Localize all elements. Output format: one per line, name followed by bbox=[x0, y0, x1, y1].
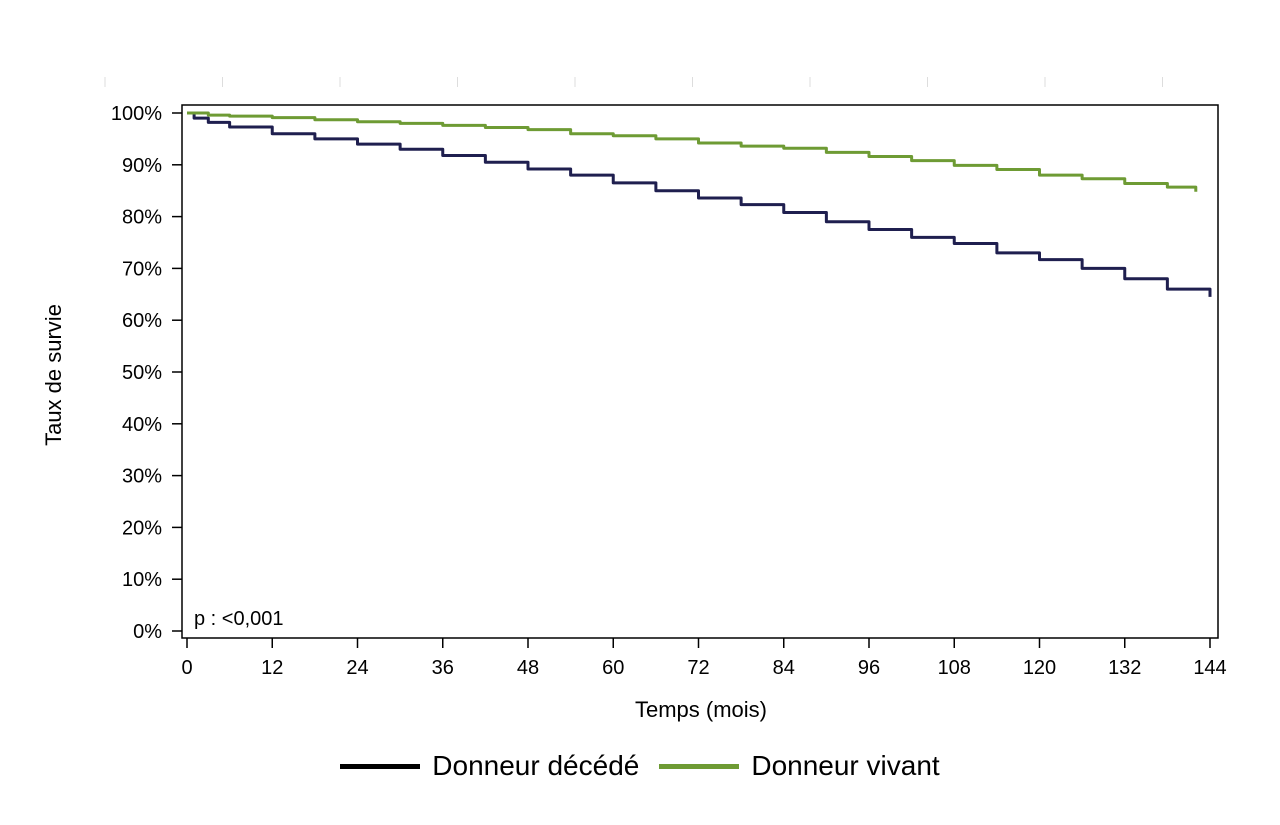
legend-swatch-donneur-decede bbox=[340, 763, 421, 769]
series-lines bbox=[187, 111, 1212, 297]
y-tick-label: 20% bbox=[122, 517, 162, 539]
series-line-donneur-vivant bbox=[187, 111, 1198, 192]
plot-frame bbox=[181, 104, 1219, 639]
x-tick-label: 72 bbox=[687, 657, 709, 679]
legend-label-donneur-decede: Donneur décédé bbox=[432, 750, 640, 781]
y-axis-title: Taux de survie bbox=[41, 304, 66, 446]
x-tick-label: 24 bbox=[346, 657, 368, 679]
y-tick-label: 100% bbox=[111, 103, 162, 125]
x-tick-label: 60 bbox=[602, 657, 624, 679]
x-tick-label: 0 bbox=[181, 657, 192, 679]
x-tick-label: 96 bbox=[858, 657, 880, 679]
y-tick-label: 60% bbox=[122, 310, 162, 332]
legend-item-donneur-decede: Donneur décédé bbox=[340, 750, 639, 782]
x-tick-label: 132 bbox=[1108, 657, 1141, 679]
x-tick-label: 12 bbox=[261, 657, 283, 679]
legend-label-donneur-vivant: Donneur vivant bbox=[751, 750, 940, 781]
y-tick-label: 10% bbox=[122, 569, 162, 591]
y-axis: 0% 10% 20% 30% 40% 50% 60% 70% 80% 90% 100% bbox=[111, 103, 182, 643]
x-axis-title: Temps (mois) bbox=[635, 697, 767, 722]
legend: Donneur décédé Donneur vivant bbox=[0, 750, 1280, 782]
x-tick-label: 144 bbox=[1193, 657, 1226, 679]
x-tick-label: 120 bbox=[1023, 657, 1056, 679]
y-tick-label: 0% bbox=[133, 621, 162, 643]
x-tick-label: 108 bbox=[938, 657, 971, 679]
x-tick-label: 48 bbox=[517, 657, 539, 679]
y-tick-label: 50% bbox=[122, 362, 162, 384]
x-tick-label: 84 bbox=[773, 657, 795, 679]
survival-chart: 0% 10% 20% 30% 40% 50% 60% 70% 80% 90% 100% 0 12 24 3… bbox=[41, 77, 1227, 722]
y-tick-label: 90% bbox=[122, 155, 162, 177]
x-axis: 0 12 24 36 48 60 72 84 96 108 120 132 144 bbox=[181, 638, 1227, 679]
x-tick-label: 36 bbox=[432, 657, 454, 679]
legend-item-donneur-vivant: Donneur vivant bbox=[659, 750, 940, 782]
series-line-donneur-decede bbox=[187, 111, 1212, 297]
y-tick-label: 40% bbox=[122, 414, 162, 436]
top-tick-marks bbox=[104, 77, 1163, 87]
legend-swatch-donneur-vivant bbox=[659, 763, 740, 769]
y-tick-label: 30% bbox=[122, 466, 162, 488]
y-tick-label: 80% bbox=[122, 207, 162, 229]
p-value-annotation: p : <0,001 bbox=[194, 608, 284, 630]
y-tick-label: 70% bbox=[122, 258, 162, 280]
